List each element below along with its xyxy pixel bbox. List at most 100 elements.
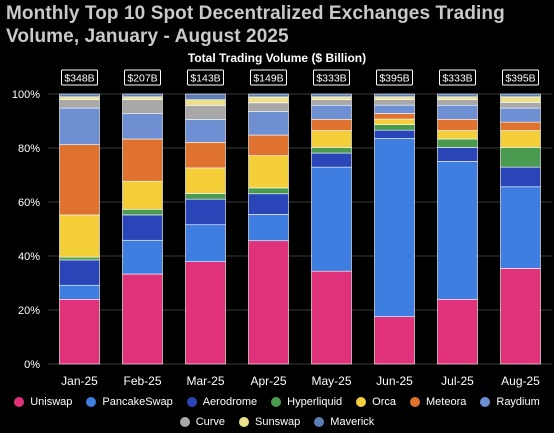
x-tick-label: Jul-25 (441, 374, 474, 388)
x-tick-label: May-25 (311, 374, 351, 388)
total-label-text: $395B (379, 73, 409, 85)
legend-marker (480, 397, 491, 407)
legend-label: Raydium (496, 396, 540, 408)
bar-segment-meteora (248, 134, 289, 156)
total-label: $207B (124, 69, 161, 86)
bar-segment-sunswap (437, 96, 478, 100)
bar-segment-orca (122, 180, 163, 210)
bar-segment-maverick (311, 93, 352, 98)
y-tick-label: 0% (24, 359, 40, 371)
bar-segment-pancakeswap (59, 284, 100, 300)
bar-segment-maverick (122, 93, 163, 98)
legend-marker (179, 417, 190, 427)
bar-segment-sunswap (185, 99, 226, 106)
bar-segment-orca (248, 155, 289, 189)
legend-marker (14, 397, 25, 407)
bar-segment-aerodrome (122, 214, 163, 241)
legend-marker (356, 397, 367, 407)
legend-label: Uniswap (30, 396, 73, 408)
bar-segment-raydium (437, 104, 478, 120)
bar-segment-maverick (437, 93, 478, 98)
bar-segment-curve (248, 102, 289, 112)
y-tick-label: 20% (18, 305, 40, 317)
total-label: $333B (439, 69, 476, 86)
bar-segment-curve (437, 99, 478, 106)
bar-segment-raydium (122, 113, 163, 140)
legend-marker (410, 397, 421, 407)
bar-segment-meteora (311, 119, 352, 131)
bar-segment-hyperliquid (185, 193, 226, 200)
legend-label: Hyperliquid (287, 396, 343, 408)
total-label: $348B (61, 69, 98, 86)
bar-segment-meteora (374, 113, 415, 120)
bar-segment-aerodrome (59, 259, 100, 286)
y-tick-label: 60% (18, 197, 40, 209)
legend-item-uniswap: Uniswap (14, 396, 72, 408)
total-label: $149B (250, 69, 287, 86)
bar-segment-sunswap (248, 96, 289, 104)
y-tick-label: 100% (12, 89, 40, 101)
legend-label: Orca (372, 396, 397, 408)
x-tick-label: Mar-25 (186, 374, 224, 388)
bar-segment-meteora (185, 142, 226, 169)
bar-segment-maverick (185, 93, 226, 100)
bar-segment-pancakeswap (185, 224, 226, 262)
total-label-text: $333B (316, 73, 346, 85)
bar-segment-raydium (59, 107, 100, 145)
total-label-text: $149B (253, 73, 283, 85)
legend-label: Maverick (330, 416, 375, 428)
legend-marker (271, 397, 282, 407)
legend-item-curve: Curve (179, 416, 225, 428)
bar-segment-curve (311, 99, 352, 106)
bar-segment-uniswap (248, 240, 289, 365)
bar-segment-uniswap (185, 261, 226, 365)
x-tick-label: Feb-25 (123, 374, 161, 388)
bar-segment-hyperliquid (500, 147, 541, 168)
bar-segment-uniswap (500, 268, 541, 365)
bar-segment-orca (59, 214, 100, 258)
total-label: $395B (376, 69, 413, 86)
bar-segment-orca (374, 118, 415, 125)
x-axis-tick-labels: Jan-25 Feb-25 Mar-25 Apr-25 May-25 Jun-25 Jul-… (61, 374, 540, 388)
bar-segment-orca (311, 130, 352, 148)
bar-segment-pancakeswap (500, 186, 541, 269)
bar-segment-pancakeswap (374, 138, 415, 317)
legend-item-orca: Orca (356, 396, 396, 408)
bar-segment-sunswap (500, 96, 541, 103)
bar-segment-raydium (185, 119, 226, 143)
bars (59, 93, 541, 365)
bar-segment-aerodrome (500, 166, 541, 188)
bar-segment-uniswap (122, 273, 163, 365)
total-labels: $348B $207B $143B $149B $333B $395B $333B $395B (61, 69, 539, 86)
bar-segment-uniswap (311, 270, 352, 365)
bar-segment-hyperliquid (374, 124, 415, 131)
bar-segment-aerodrome (185, 198, 226, 226)
legend-label: Aerodrome (202, 396, 258, 408)
bar-segment-meteora (122, 138, 163, 182)
bar-segment-curve (185, 105, 226, 120)
bar-segment-maverick (248, 93, 289, 98)
y-tick-label: 40% (18, 251, 40, 263)
bar-segment-pancakeswap (248, 214, 289, 242)
bar-segment-hyperliquid (59, 256, 100, 261)
total-label: $143B (187, 69, 224, 86)
bar-segment-meteora (500, 121, 541, 131)
legend-item-aerodrome: Aerodrome (186, 396, 258, 408)
x-tick-label: Aug-25 (501, 374, 540, 388)
y-axis-tick-labels: 0% 20% 40% 60% 80% 100% (12, 89, 40, 371)
legend-item-raydium: Raydium (480, 396, 540, 408)
legend-item-maverick: Maverick (314, 416, 374, 428)
bar-segment-aerodrome (437, 147, 478, 162)
bar-segment-pancakeswap (311, 166, 352, 272)
bar-segment-aerodrome (374, 129, 415, 139)
bar-segment-aerodrome (248, 193, 289, 215)
legend-label: Sunswap (255, 416, 301, 428)
x-tick-label: Apr-25 (250, 374, 286, 388)
bar-segment-orca (437, 130, 478, 140)
chart-title: Monthly Top 10 Spot Decentralized Exchan… (6, 3, 505, 47)
bar-segment-meteora (59, 144, 100, 216)
legend-marker (239, 417, 250, 427)
bar-segment-maverick (374, 93, 415, 98)
bar-segment-raydium (374, 104, 415, 114)
bar-segment-sunswap (59, 96, 100, 100)
